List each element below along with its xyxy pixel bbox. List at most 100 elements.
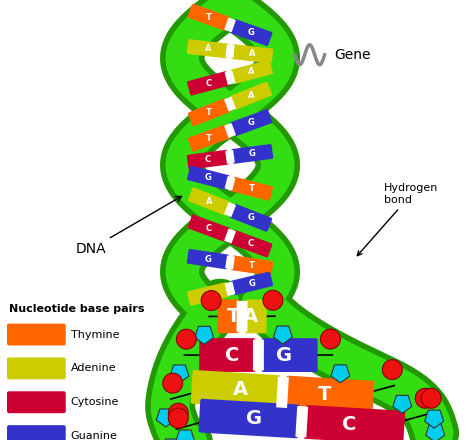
Text: A: A bbox=[205, 290, 211, 298]
Text: G: G bbox=[247, 213, 255, 222]
Text: G: G bbox=[246, 409, 262, 428]
FancyBboxPatch shape bbox=[187, 71, 230, 95]
Text: Thymine: Thymine bbox=[71, 330, 119, 339]
FancyBboxPatch shape bbox=[187, 150, 229, 170]
FancyBboxPatch shape bbox=[276, 377, 289, 408]
FancyBboxPatch shape bbox=[245, 299, 267, 333]
FancyBboxPatch shape bbox=[224, 18, 236, 32]
Text: A: A bbox=[206, 197, 212, 206]
FancyBboxPatch shape bbox=[188, 98, 230, 126]
FancyBboxPatch shape bbox=[230, 177, 273, 201]
FancyBboxPatch shape bbox=[226, 45, 235, 58]
Circle shape bbox=[176, 329, 196, 349]
Circle shape bbox=[421, 389, 441, 408]
FancyBboxPatch shape bbox=[225, 282, 235, 296]
FancyBboxPatch shape bbox=[188, 214, 230, 242]
Circle shape bbox=[201, 290, 221, 310]
FancyBboxPatch shape bbox=[304, 405, 405, 442]
Polygon shape bbox=[170, 365, 189, 383]
Circle shape bbox=[415, 388, 435, 408]
FancyBboxPatch shape bbox=[231, 144, 273, 164]
FancyBboxPatch shape bbox=[284, 376, 374, 415]
Polygon shape bbox=[162, 439, 181, 442]
Text: T: T bbox=[206, 108, 212, 117]
FancyBboxPatch shape bbox=[253, 339, 264, 370]
Text: G: G bbox=[205, 173, 212, 182]
FancyBboxPatch shape bbox=[199, 399, 300, 438]
FancyBboxPatch shape bbox=[224, 229, 236, 243]
Text: G: G bbox=[248, 28, 255, 37]
Text: G: G bbox=[249, 149, 255, 158]
Polygon shape bbox=[425, 410, 444, 428]
Polygon shape bbox=[426, 424, 445, 442]
FancyBboxPatch shape bbox=[218, 299, 239, 333]
FancyBboxPatch shape bbox=[295, 406, 308, 438]
FancyBboxPatch shape bbox=[237, 301, 247, 332]
FancyBboxPatch shape bbox=[224, 97, 236, 111]
FancyBboxPatch shape bbox=[225, 150, 235, 164]
Text: T: T bbox=[206, 13, 212, 22]
Text: A: A bbox=[247, 91, 254, 100]
Text: A: A bbox=[249, 50, 255, 58]
FancyBboxPatch shape bbox=[231, 255, 273, 276]
FancyBboxPatch shape bbox=[225, 255, 235, 269]
FancyBboxPatch shape bbox=[187, 166, 229, 190]
Text: C: C bbox=[205, 79, 211, 88]
FancyBboxPatch shape bbox=[199, 338, 255, 372]
Text: A: A bbox=[248, 68, 255, 76]
FancyBboxPatch shape bbox=[188, 187, 230, 215]
FancyBboxPatch shape bbox=[225, 176, 236, 191]
FancyBboxPatch shape bbox=[7, 391, 66, 413]
FancyBboxPatch shape bbox=[191, 370, 281, 409]
Text: Adenine: Adenine bbox=[71, 363, 116, 373]
FancyBboxPatch shape bbox=[229, 82, 272, 110]
Text: A: A bbox=[233, 380, 248, 399]
Circle shape bbox=[163, 373, 182, 393]
Circle shape bbox=[168, 408, 188, 428]
Circle shape bbox=[383, 360, 402, 380]
Text: T: T bbox=[249, 261, 255, 270]
FancyBboxPatch shape bbox=[188, 125, 230, 152]
FancyBboxPatch shape bbox=[188, 4, 230, 31]
FancyBboxPatch shape bbox=[187, 282, 229, 306]
Circle shape bbox=[320, 329, 340, 349]
Text: T: T bbox=[318, 385, 331, 404]
Polygon shape bbox=[195, 326, 214, 344]
Text: A: A bbox=[204, 44, 211, 53]
Polygon shape bbox=[156, 409, 175, 427]
FancyBboxPatch shape bbox=[187, 249, 229, 269]
FancyBboxPatch shape bbox=[225, 70, 236, 85]
Circle shape bbox=[168, 403, 188, 423]
FancyBboxPatch shape bbox=[261, 338, 318, 372]
Text: DNA: DNA bbox=[76, 196, 182, 256]
FancyBboxPatch shape bbox=[7, 425, 66, 442]
FancyBboxPatch shape bbox=[230, 19, 273, 46]
FancyBboxPatch shape bbox=[7, 358, 66, 379]
FancyBboxPatch shape bbox=[230, 230, 273, 257]
FancyBboxPatch shape bbox=[7, 324, 66, 346]
FancyBboxPatch shape bbox=[187, 39, 229, 58]
FancyBboxPatch shape bbox=[224, 123, 236, 138]
Text: C: C bbox=[248, 239, 254, 248]
Polygon shape bbox=[273, 326, 292, 344]
Polygon shape bbox=[393, 396, 412, 413]
Text: Guanine: Guanine bbox=[71, 431, 118, 441]
Text: G: G bbox=[247, 118, 255, 127]
Polygon shape bbox=[176, 430, 195, 442]
Text: Cytosine: Cytosine bbox=[71, 397, 119, 407]
Text: Gene: Gene bbox=[335, 48, 371, 62]
FancyBboxPatch shape bbox=[230, 109, 273, 137]
FancyBboxPatch shape bbox=[230, 60, 273, 84]
Text: Hydrogen
bond: Hydrogen bond bbox=[357, 183, 439, 255]
FancyBboxPatch shape bbox=[229, 204, 272, 232]
FancyBboxPatch shape bbox=[231, 44, 273, 63]
FancyBboxPatch shape bbox=[224, 202, 236, 217]
Text: C: C bbox=[225, 346, 239, 365]
Circle shape bbox=[263, 290, 283, 310]
Text: C: C bbox=[206, 224, 212, 232]
Text: G: G bbox=[248, 279, 255, 288]
Text: A: A bbox=[243, 307, 258, 326]
Text: Nucleotide base pairs: Nucleotide base pairs bbox=[9, 304, 145, 314]
Text: T: T bbox=[206, 133, 212, 143]
Text: T: T bbox=[249, 184, 255, 193]
